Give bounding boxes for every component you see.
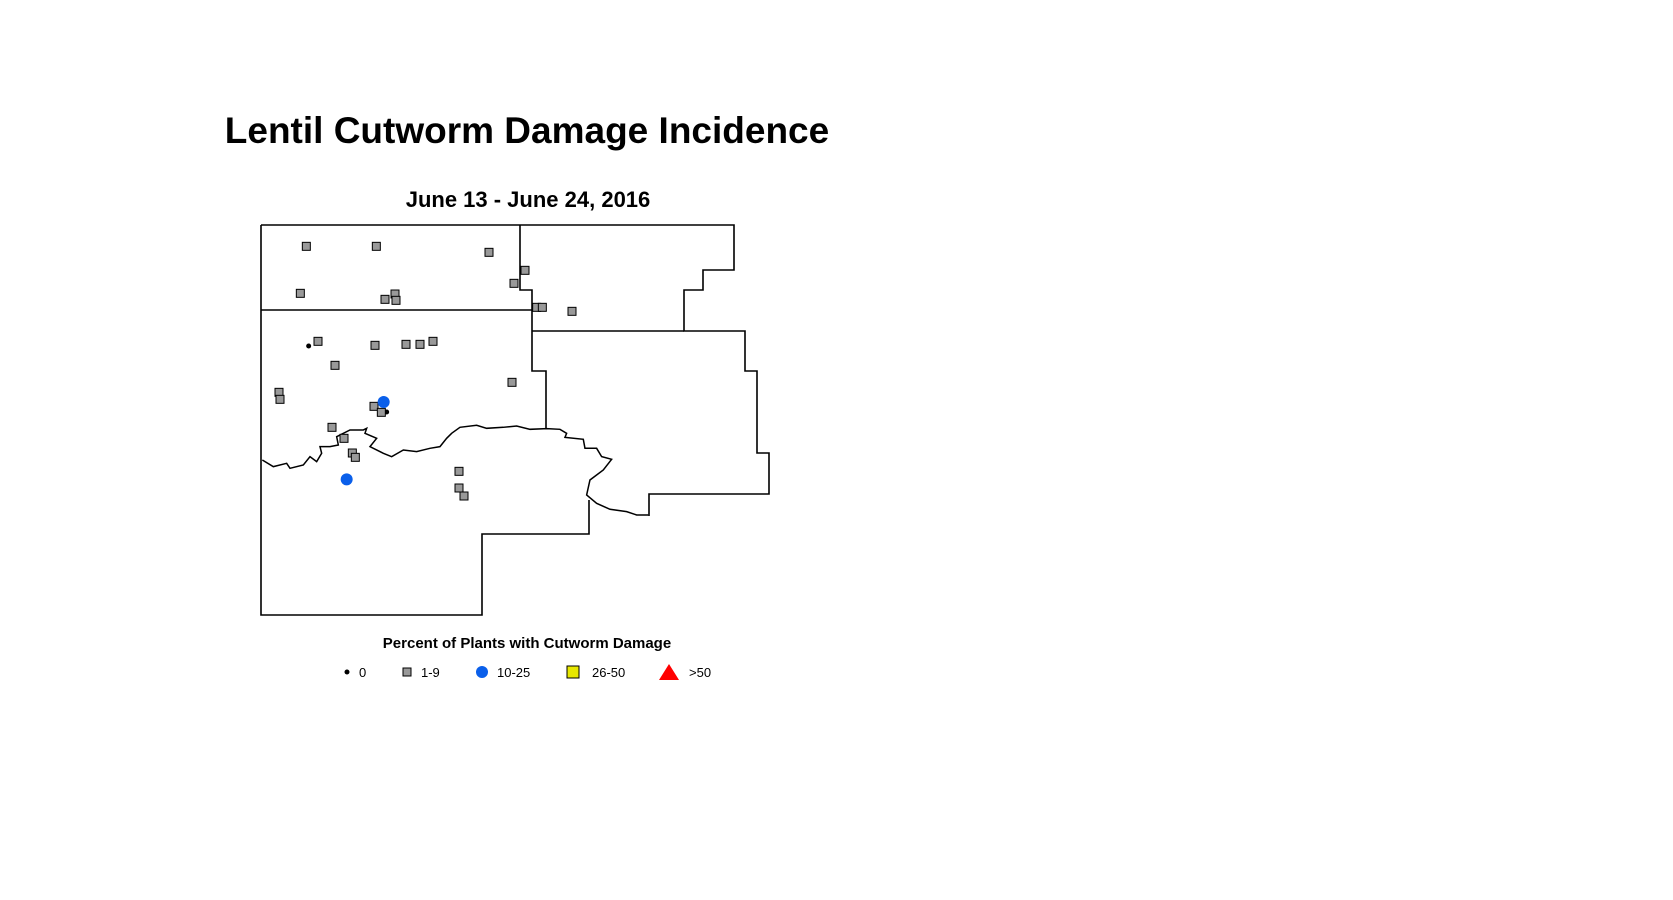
marker-10-25 [340,473,353,486]
marker-1-9 [301,241,311,251]
legend-label-4: >50 [689,665,711,680]
legend-label-1: 1-9 [421,665,440,680]
marker-1-9 [428,336,438,346]
legend-yellow-square-icon [566,665,580,679]
outer-boundary [261,224,770,516]
map-subtitle: June 13 - June 24, 2016 [406,187,651,212]
legend-label-2: 10-25 [497,665,530,680]
marker-1-9 [369,401,379,411]
marker-zero [306,343,312,349]
marker-1-9 [459,491,469,501]
river-boundary [261,424,649,516]
legend-label-3: 26-50 [592,665,625,680]
marker-1-9 [327,422,337,432]
legend-title: Percent of Plants with Cutworm Damage [383,635,671,652]
legend-gray-square-icon [402,667,412,677]
marker-1-9 [380,294,390,304]
marker-1-9 [567,306,577,316]
west-boundary [260,225,590,616]
internal-line-2 [519,225,547,429]
marker-1-9 [507,377,517,387]
map-title: Lentil Cutworm Damage Incidence [225,110,829,151]
marker-1-9 [391,295,401,305]
legend-blue-circle-icon [476,666,488,678]
marker-1-9 [454,466,464,476]
legend-dot-icon [344,669,350,675]
marker-1-9 [484,247,494,257]
marker-1-9 [401,339,411,349]
marker-1-9 [370,340,380,350]
legend-red-triangle-icon [659,664,679,680]
marker-1-9 [371,241,381,251]
marker-1-9 [295,288,305,298]
legend-label-0: 0 [359,665,366,680]
marker-10-25 [377,396,390,408]
marker-1-9 [350,452,360,462]
marker-1-9 [376,407,386,417]
marker-1-9 [509,278,519,288]
marker-1-9 [415,339,425,349]
marker-1-9 [537,302,547,312]
legend: Percent of Plants with Cutworm Damage 0 … [344,635,711,680]
region-boundaries [260,224,770,616]
marker-1-9 [454,483,464,493]
survey-markers [274,241,577,501]
marker-1-9 [330,360,340,370]
marker-1-9 [339,433,349,443]
marker-1-9 [313,336,323,346]
marker-1-9 [275,394,285,404]
marker-1-9 [520,265,530,275]
